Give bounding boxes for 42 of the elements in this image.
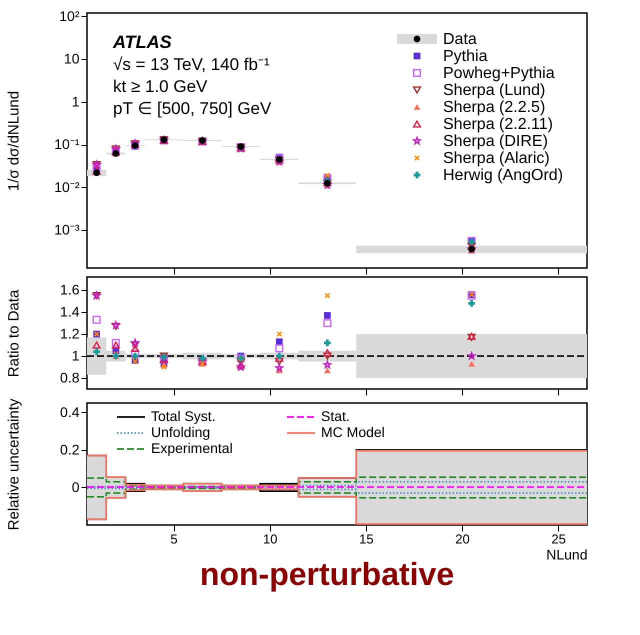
x-tick-label: 20 (455, 532, 470, 546)
y-tick-label: 10⁻¹ (54, 136, 80, 152)
legend-label: Sherpa (2.2.5) (443, 99, 546, 116)
legend-label: Sherpa (Lund) (443, 82, 546, 99)
legend-label: Total Syst. (151, 408, 216, 424)
text: non-perturbative (200, 556, 454, 592)
legend-label: Experimental (151, 440, 233, 456)
y-tick-label: 1 (72, 348, 80, 364)
legend-label: Sherpa (Alaric) (443, 150, 550, 167)
x-axis-title: NLund (546, 546, 588, 562)
annotation: kt ≥ 1.0 GeV (113, 77, 208, 96)
y-tick-label: 1.6 (60, 282, 80, 298)
legend-label: Pythia (443, 48, 488, 65)
y-tick-label: 1.4 (60, 304, 80, 320)
y-tick-label: 0 (72, 478, 80, 495)
x-tick-label: 10 (262, 532, 278, 546)
legend-label: Herwig (AngOrd) (443, 167, 564, 184)
annotation: ATLAS (112, 32, 172, 52)
y-tick-label: 0.8 (60, 370, 80, 386)
legend-label: MC Model (321, 424, 385, 440)
y-tick-label: 10⁻³ (54, 222, 80, 238)
legend-label: Sherpa (DIRE) (443, 133, 548, 150)
y-axis-title: Relative uncertainty (6, 398, 22, 530)
annotation: √s = 13 TeV, 140 fb⁻¹ (113, 55, 270, 74)
y-axis-title: Ratio to Data (6, 289, 22, 378)
y-tick-label: 10² (59, 8, 80, 24)
y-tick-label: 0.2 (60, 441, 80, 458)
y-tick-label: 1 (72, 93, 80, 110)
annotation: pT ∈ [500, 750] GeV (113, 99, 272, 118)
legend-label: Data (443, 31, 477, 48)
legend-label: Sherpa (2.2.11) (443, 116, 553, 133)
y-tick-label: 10⁻² (54, 178, 80, 195)
y-tick-label: 1.2 (60, 326, 80, 342)
y-tick-label: 0.4 (60, 404, 80, 420)
y-tick-label: 10 (64, 50, 80, 67)
legend-label: Stat. (321, 408, 350, 424)
x-tick-label: 25 (551, 532, 566, 546)
legend-label: Powheg+Pythia (443, 65, 555, 82)
x-tick-label: 5 (170, 532, 178, 546)
x-tick-label: 15 (359, 532, 374, 546)
y-axis-title: 1/σ dσ/dNLund (6, 90, 22, 192)
legend-label: Unfolding (151, 424, 210, 440)
